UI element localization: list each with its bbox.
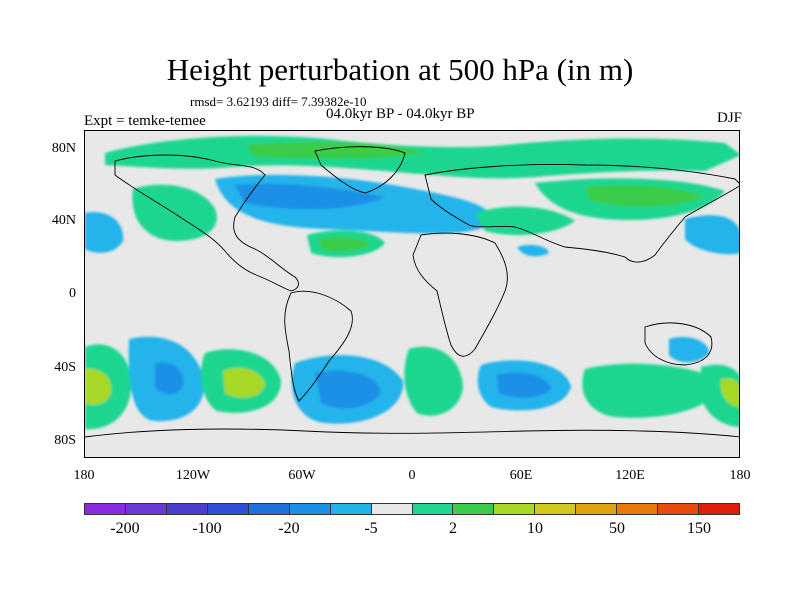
coastline-australia xyxy=(644,322,713,366)
contour-positive-sindian-east xyxy=(582,363,725,418)
colorbar-label: -200 xyxy=(110,520,140,537)
rmsd-stats: rmsd= 3.62193 diff= 7.39382e-10 xyxy=(190,94,367,109)
contour-positive-arctic-core xyxy=(245,141,425,159)
lon-tick-0: 0 xyxy=(408,468,416,483)
contour-negative-npacific-west xyxy=(85,212,124,253)
contour-negative-tasman xyxy=(669,336,709,363)
colorbar-box xyxy=(535,504,577,514)
colorbar-box xyxy=(371,504,413,514)
colorbar-label: 150 xyxy=(687,520,711,537)
lat-tick-40n: 40N xyxy=(51,213,76,228)
lon-tick-60w: 60W xyxy=(288,468,316,483)
lat-tick-40s: 40S xyxy=(54,360,76,375)
contour-negative-sindian-core xyxy=(497,372,551,398)
colorbar-label: 2 xyxy=(449,520,457,537)
lon-tick-180w: 180 xyxy=(73,468,95,483)
colorbar-label: 50 xyxy=(609,520,625,537)
colorbar-box xyxy=(85,504,126,514)
contour-positive-safrica xyxy=(404,346,463,416)
coastline-south-america xyxy=(284,290,353,402)
height-perturbation-map xyxy=(84,130,740,458)
colorbar-label: -20 xyxy=(278,520,300,537)
contour-negative-natlantic-inner xyxy=(235,183,385,210)
contour-positive-asia xyxy=(475,206,575,236)
colorbar-box xyxy=(207,504,249,514)
plot-title: Height perturbation at 500 hPa (in m) xyxy=(166,52,634,87)
colorbar-label: -100 xyxy=(192,520,222,537)
contour-positive-sindian-far-core xyxy=(720,378,739,407)
colorbar-label: -5 xyxy=(364,520,378,537)
lat-tick-80s: 80S xyxy=(54,433,76,448)
colorbar-box xyxy=(617,504,659,514)
colorbar-box xyxy=(453,504,495,514)
colorbar-box xyxy=(658,504,700,514)
lon-tick-120e: 120E xyxy=(615,468,645,483)
contour-positive-spacific-west-core xyxy=(85,368,112,405)
contour-negative-arabia xyxy=(517,245,549,257)
coastline-greenland xyxy=(314,146,406,194)
contour-positive-siberia-core xyxy=(585,185,705,207)
lat-tick-0: 0 xyxy=(69,286,76,301)
colorbar-box xyxy=(248,504,290,514)
colorbar-box xyxy=(494,504,536,514)
lon-tick-180e: 180 xyxy=(729,468,751,483)
coastline-eurasia xyxy=(424,164,739,263)
experiment-label: Expt = temke-temee xyxy=(84,113,206,129)
colorbar-box xyxy=(576,504,618,514)
contour-positive-subtropical-atlantic-core xyxy=(319,237,371,252)
contour-positive-spacific-east-core xyxy=(223,367,265,398)
colorbar-box xyxy=(412,504,454,514)
colorbar-label: 10 xyxy=(527,520,543,537)
colorbar-box xyxy=(166,504,208,514)
coastline-north-america xyxy=(114,154,299,292)
lat-tick-80n: 80N xyxy=(51,141,76,156)
coastline-africa xyxy=(412,232,508,357)
colorbar xyxy=(84,503,740,515)
map-canvas xyxy=(85,135,739,438)
lon-tick-120w: 120W xyxy=(175,468,211,483)
coastlines xyxy=(85,146,739,438)
colorbar-box xyxy=(125,504,167,514)
colorbar-box xyxy=(289,504,331,514)
coastline-antarctica xyxy=(85,428,739,438)
colorbar-box xyxy=(330,504,372,514)
period-label: 04.0kyr BP - 04.0kyr BP xyxy=(326,106,475,122)
contour-negative-satlantic-core xyxy=(315,370,381,409)
season-label: DJF xyxy=(716,110,742,126)
contour-fills xyxy=(85,135,739,430)
colorbar-box xyxy=(699,504,739,514)
contour-negative-spacific-core xyxy=(155,362,184,395)
contour-positive-arctic xyxy=(105,135,739,179)
contour-negative-npacific-east xyxy=(685,215,739,255)
lon-tick-60e: 60E xyxy=(509,468,533,483)
